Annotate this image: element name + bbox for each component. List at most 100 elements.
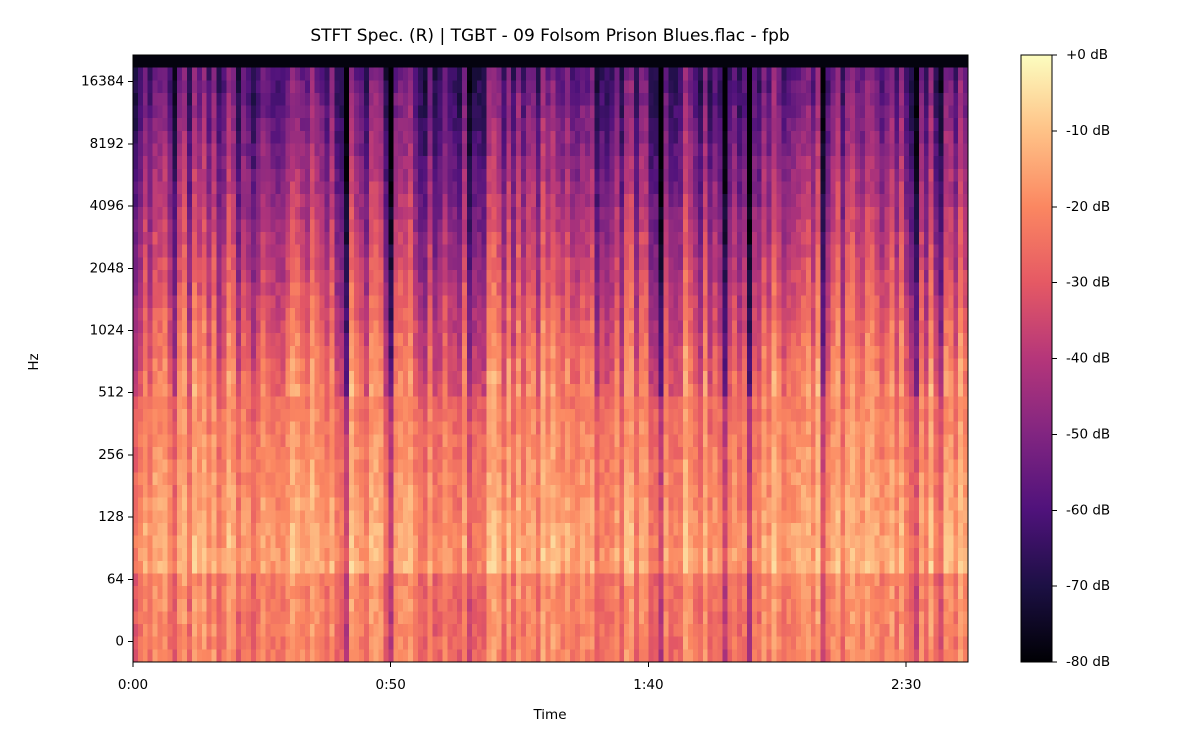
spectrogram-cell xyxy=(427,156,434,170)
spectrogram-cell xyxy=(943,307,949,322)
spectrogram-cell xyxy=(953,194,959,208)
spectrogram-cell xyxy=(579,307,586,322)
spectrogram-cell xyxy=(963,307,969,322)
spectrogram-cell xyxy=(909,383,915,398)
spectrogram-cell xyxy=(884,320,891,334)
spectrogram-cell xyxy=(358,232,365,246)
spectrogram-cell xyxy=(275,143,281,157)
spectrogram-cell xyxy=(270,396,277,410)
spectrogram-cell xyxy=(560,282,566,296)
spectrogram-cell xyxy=(275,118,281,132)
spectrogram-cell xyxy=(575,320,581,334)
spectrogram-cell xyxy=(211,333,218,347)
spectrogram-cell xyxy=(938,396,945,410)
spectrogram-cell xyxy=(378,105,385,119)
spectrogram-cell xyxy=(953,358,959,372)
spectrogram-cell xyxy=(344,181,350,195)
spectrogram-cell xyxy=(810,371,817,385)
spectrogram-cell xyxy=(855,295,861,309)
spectrogram-cell xyxy=(290,55,296,69)
spectrogram-cell xyxy=(530,181,537,195)
spectrogram-cell xyxy=(850,194,856,208)
spectrogram-cell xyxy=(663,307,669,322)
spectrogram-cell xyxy=(712,295,719,309)
spectrogram-cell xyxy=(471,156,478,170)
spectrogram-cell xyxy=(894,282,900,296)
spectrogram-cell xyxy=(309,219,316,233)
spectrogram-cell xyxy=(963,383,969,398)
spectrogram-cell xyxy=(933,383,940,398)
spectrogram-cell xyxy=(953,156,959,170)
spectrogram-cell xyxy=(584,168,591,183)
spectrogram-cell xyxy=(653,156,660,170)
spectrogram-cell xyxy=(781,67,787,81)
spectrogram-cell xyxy=(820,232,827,246)
spectrogram-cell xyxy=(245,320,252,334)
spectrogram-cell xyxy=(162,307,168,322)
spectrogram-cell xyxy=(707,232,714,246)
spectrogram-cell xyxy=(383,282,390,296)
spectrogram-cell xyxy=(329,409,335,423)
spectrogram-cell xyxy=(540,181,547,195)
spectrogram-cell xyxy=(285,80,291,94)
spectrogram-cell xyxy=(634,257,640,271)
spectrogram-cell xyxy=(727,105,733,119)
spectrogram-cell xyxy=(422,421,429,435)
spectrogram-cell xyxy=(412,156,419,170)
spectrogram-cell xyxy=(162,219,168,233)
spectrogram-cell xyxy=(241,80,247,94)
spectrogram-cell xyxy=(879,396,886,410)
spectrogram-cell xyxy=(889,130,895,145)
spectrogram-cell xyxy=(530,345,537,360)
spectrogram-cell xyxy=(285,55,291,69)
spectrogram-cell xyxy=(245,80,252,94)
spectrogram-cell xyxy=(417,371,424,385)
spectrogram-cell xyxy=(953,143,959,157)
spectrogram-cell xyxy=(241,244,247,258)
spectrogram-cell xyxy=(147,80,154,94)
spectrogram-cell xyxy=(373,143,380,157)
spectrogram-cell xyxy=(354,80,360,94)
spectrogram-cell xyxy=(530,295,537,309)
spectrogram-cell xyxy=(206,269,213,284)
spectrogram-cell xyxy=(329,232,335,246)
spectrogram-cell xyxy=(408,92,414,107)
spectrogram-cell xyxy=(943,320,949,334)
spectrogram-cell xyxy=(746,333,753,347)
spectrogram-cell xyxy=(516,383,522,398)
spectrogram-cell xyxy=(953,307,959,322)
spectrogram-cell xyxy=(761,156,768,170)
spectrogram-cell xyxy=(727,80,733,94)
spectrogram-cell xyxy=(855,282,861,296)
spectrogram-cell xyxy=(791,206,797,220)
spectrogram-cell xyxy=(285,168,291,183)
spectrogram-cell xyxy=(840,143,846,157)
spectrogram-cell xyxy=(594,282,601,296)
spectrogram-cell xyxy=(899,206,905,220)
spectrogram-cell xyxy=(525,118,532,132)
spectrogram-cell xyxy=(810,232,817,246)
spectrogram-cell xyxy=(624,156,630,170)
spectrogram-cell xyxy=(393,55,399,69)
spectrogram-cell xyxy=(506,257,512,271)
spectrogram-cell xyxy=(688,118,694,132)
spectrogram-cell xyxy=(855,156,861,170)
spectrogram-cell xyxy=(845,358,851,372)
spectrogram-cell xyxy=(133,55,139,69)
spectrogram-cell xyxy=(737,232,743,246)
spectrogram-cell xyxy=(653,67,660,81)
spectrogram-cell xyxy=(162,92,168,107)
spectrogram-cell xyxy=(196,181,203,195)
spectrogram-cell xyxy=(260,130,267,145)
spectrogram-cell xyxy=(594,345,601,360)
spectrogram-cell xyxy=(319,409,326,423)
spectrogram-cell xyxy=(796,143,802,157)
spectrogram-cell xyxy=(958,333,964,347)
spectrogram-cell xyxy=(427,307,434,322)
spectrogram-cell xyxy=(820,244,827,258)
spectrogram-cell xyxy=(732,269,738,284)
spectrogram-cell xyxy=(457,143,463,157)
spectrogram-cell xyxy=(835,371,841,385)
spectrogram-cell xyxy=(339,130,345,145)
spectrogram-cell xyxy=(231,269,237,284)
